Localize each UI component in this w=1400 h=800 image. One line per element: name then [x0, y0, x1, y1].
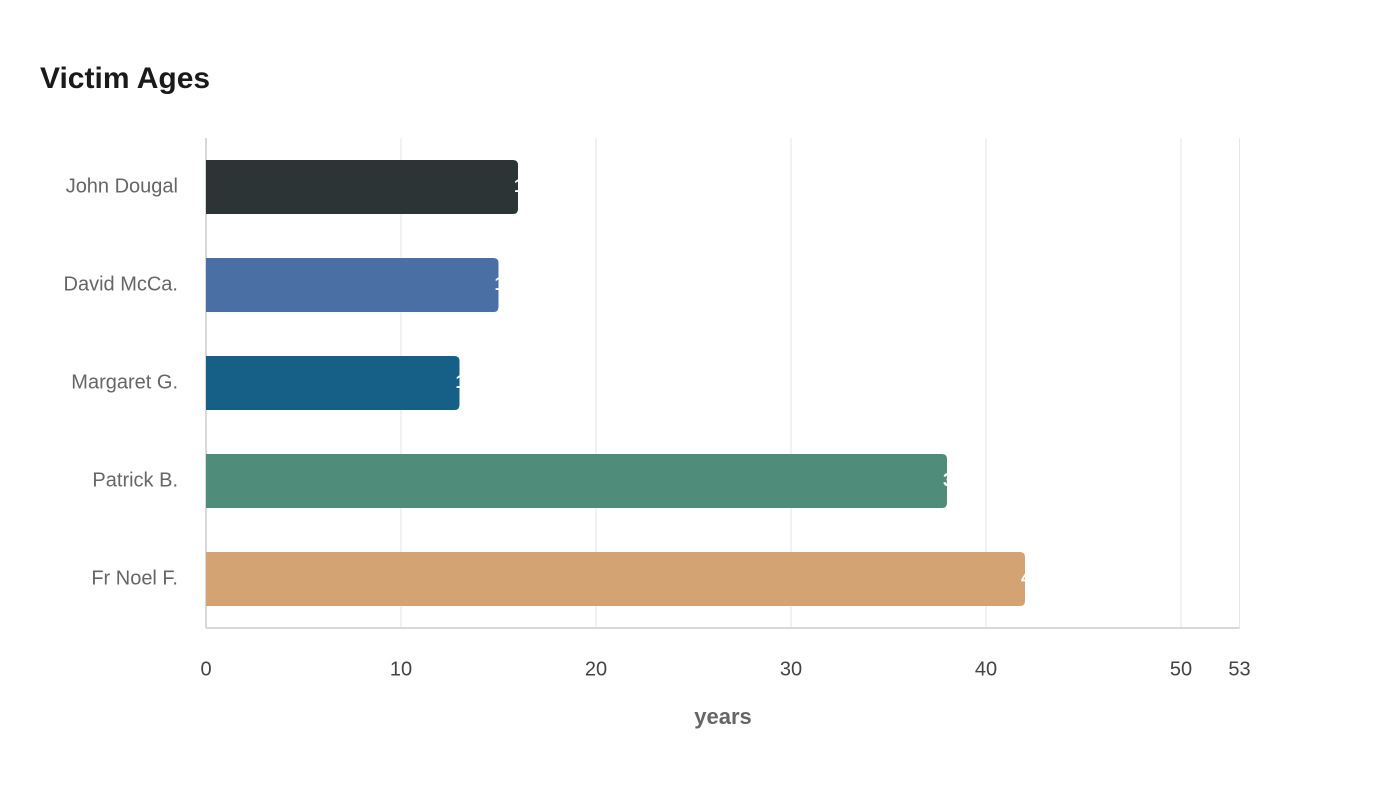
- y-tick-label: Fr Noel F.: [91, 567, 178, 589]
- x-tick-label: 50: [1170, 658, 1192, 680]
- x-tick-label: 0: [200, 658, 211, 680]
- bar: [206, 160, 518, 214]
- x-tick-label: 10: [390, 658, 412, 680]
- chart-title: Victim Ages: [40, 62, 210, 95]
- bar: [206, 258, 499, 312]
- y-tick-label: David McCa.: [64, 273, 178, 295]
- bar: [206, 552, 1025, 606]
- x-tick-label: 20: [585, 658, 607, 680]
- x-tick-label: 53: [1228, 658, 1250, 680]
- x-axis-label: years: [694, 704, 752, 729]
- x-tick-label: 40: [975, 658, 997, 680]
- y-tick-label: John Dougal: [66, 175, 178, 197]
- value-label: 42: [1021, 568, 1041, 588]
- x-tick-label: 30: [780, 658, 802, 680]
- bar: [206, 454, 947, 508]
- value-label: 16: [514, 176, 534, 196]
- value-label: 13: [456, 372, 476, 392]
- value-label: 38: [943, 470, 963, 490]
- bar: [206, 356, 460, 410]
- value-label: 15: [495, 274, 515, 294]
- y-tick-label: Patrick B.: [92, 469, 178, 491]
- y-tick-label: Margaret G.: [71, 371, 178, 393]
